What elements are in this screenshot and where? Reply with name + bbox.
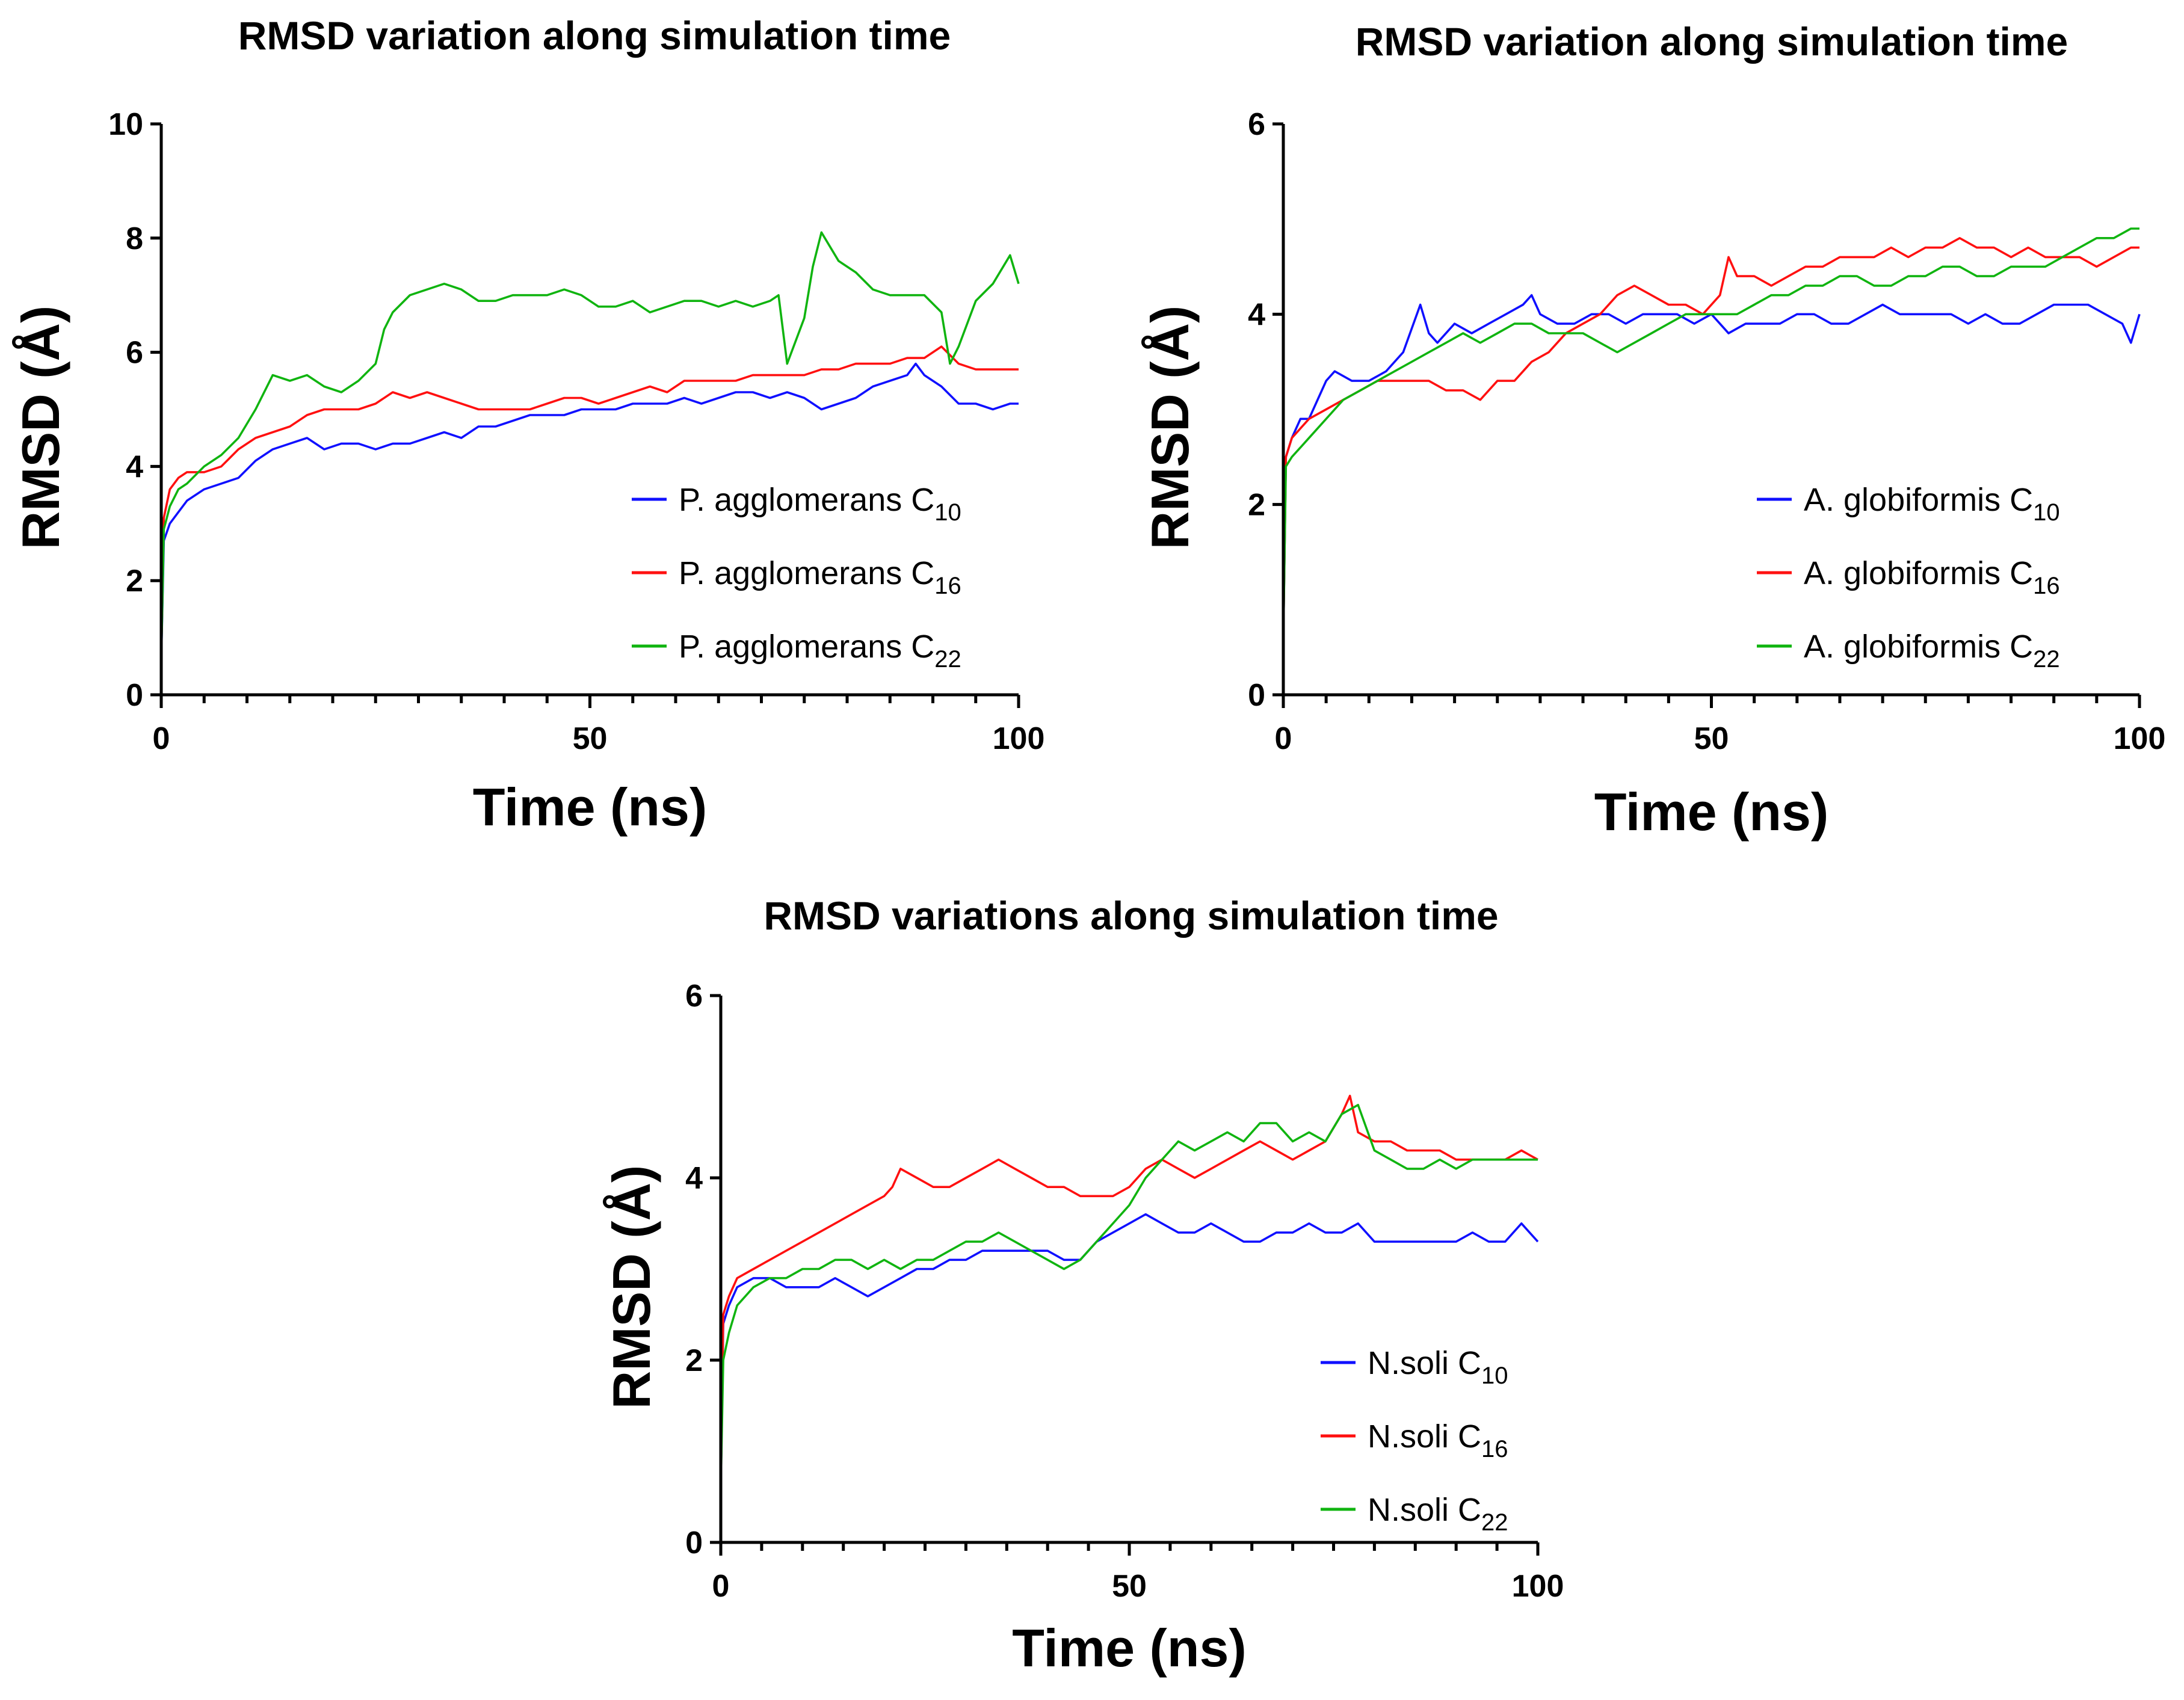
legend-entry-22: P. agglomerans C22 xyxy=(679,629,961,673)
series-line-10 xyxy=(1282,294,2141,638)
y-tick-label: 4 xyxy=(1248,297,1265,332)
legend-entry-22: N.soli C22 xyxy=(1368,1492,1508,1536)
series-line-10 xyxy=(720,1213,1539,1488)
x-tick-label: 100 xyxy=(2114,721,2166,756)
legend-entry-10: A. globiformis C10 xyxy=(1804,482,2060,526)
y-tick-label: 0 xyxy=(685,1526,703,1560)
x-axis-label: Time (ns) xyxy=(1594,782,1829,842)
y-axis-label: RMSD (Å) xyxy=(11,306,70,550)
y-tick-label: 4 xyxy=(126,449,143,484)
legend-subscript: 16 xyxy=(2033,573,2060,599)
y-tick-label: 2 xyxy=(1248,488,1265,523)
y-axis-label: RMSD (Å) xyxy=(602,1165,661,1409)
y-tick-label: 6 xyxy=(1248,107,1265,142)
legend-subscript: 22 xyxy=(934,646,961,673)
legend-subscript: 10 xyxy=(934,499,961,526)
legend-label: P. agglomerans C xyxy=(679,482,934,518)
legend-entry-16: P. agglomerans C16 xyxy=(679,555,961,599)
legend-label: P. agglomerans C xyxy=(679,555,934,591)
y-tick-label: 8 xyxy=(126,221,143,256)
legend-label: N.soli C xyxy=(1368,1418,1481,1455)
legend-subscript: 16 xyxy=(1481,1436,1508,1462)
y-tick-label: 0 xyxy=(126,678,143,713)
legend-entry-22: A. globiformis C22 xyxy=(1804,629,2060,673)
legend-entry-16: N.soli C16 xyxy=(1368,1418,1508,1462)
legend-subscript: 16 xyxy=(934,573,961,599)
x-tick-label: 50 xyxy=(1694,721,1729,756)
x-tick-label: 50 xyxy=(1112,1569,1147,1604)
legend-entry-10: P. agglomerans C10 xyxy=(679,482,961,526)
legend-entry-10: N.soli C10 xyxy=(1368,1345,1508,1389)
x-tick-label: 50 xyxy=(573,721,608,756)
series-line-16 xyxy=(160,345,1019,661)
legend-label: A. globiformis C xyxy=(1804,629,2033,665)
x-tick-label: 0 xyxy=(712,1569,730,1604)
series-line-22 xyxy=(720,1104,1538,1488)
legend-subscript: 22 xyxy=(1481,1509,1508,1536)
series-line-16 xyxy=(720,1094,1538,1488)
chart-title: RMSD variations along simulation time xyxy=(763,893,1498,938)
y-tick-label: 2 xyxy=(126,564,143,599)
chart-title: RMSD variation along simulation time xyxy=(238,13,951,58)
chart-panel-2: RMSD variation along simulation time 0 2 4 6… xyxy=(1140,19,2165,842)
legend-subscript: 22 xyxy=(2033,646,2060,673)
series-line-22 xyxy=(1282,227,2139,638)
x-tick-label: 0 xyxy=(1275,721,1292,756)
series-line-22 xyxy=(160,231,1020,661)
chart-panel-1: RMSD variation along simulation time 0 2 4 6… xyxy=(11,13,1044,837)
y-tick-label: 2 xyxy=(685,1343,703,1378)
y-axis-label: RMSD (Å) xyxy=(1140,306,1200,550)
x-tick-label: 0 xyxy=(153,721,170,756)
series-line-10 xyxy=(160,362,1019,661)
legend-label: A. globiformis C xyxy=(1804,555,2033,591)
legend-entry-16: A. globiformis C16 xyxy=(1804,555,2060,599)
legend-subscript: 10 xyxy=(1481,1363,1508,1389)
x-axis-label: Time (ns) xyxy=(1012,1618,1247,1678)
y-tick-label: 0 xyxy=(1248,678,1265,713)
x-tick-label: 100 xyxy=(1512,1569,1564,1604)
x-tick-label: 100 xyxy=(993,721,1045,756)
chart-title: RMSD variation along simulation time xyxy=(1356,19,2068,64)
x-axis-label: Time (ns) xyxy=(473,777,708,837)
legend-subscript: 10 xyxy=(2033,499,2060,526)
legend-label: P. agglomerans C xyxy=(679,629,934,665)
y-tick-label: 4 xyxy=(685,1161,703,1196)
legend-label: N.soli C xyxy=(1368,1345,1481,1381)
y-tick-label: 6 xyxy=(685,979,703,1014)
legend-label: A. globiformis C xyxy=(1804,482,2033,518)
y-tick-label: 10 xyxy=(108,107,143,142)
chart-panel-3: RMSD variations along simulation time 0 2 4… xyxy=(602,893,1564,1678)
legend-label: N.soli C xyxy=(1368,1492,1481,1528)
y-tick-label: 6 xyxy=(126,336,143,371)
